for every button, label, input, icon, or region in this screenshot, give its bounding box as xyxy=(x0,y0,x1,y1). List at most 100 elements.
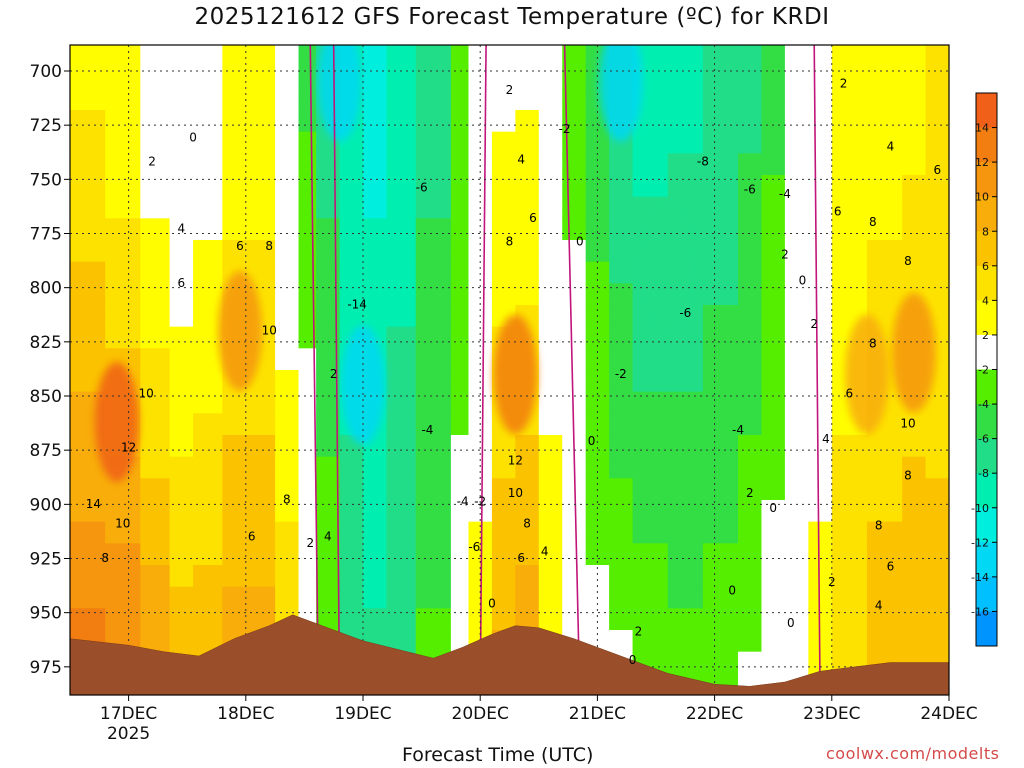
field-cell xyxy=(251,586,276,609)
field-cell xyxy=(738,66,763,89)
field-cell xyxy=(738,88,763,111)
field-cell xyxy=(585,240,610,263)
field-cell xyxy=(609,261,634,284)
field-cell xyxy=(222,110,253,133)
field-cell xyxy=(70,88,106,111)
field-cell xyxy=(450,153,470,176)
field-cell xyxy=(316,196,341,219)
field-cell xyxy=(491,565,516,588)
field-cell xyxy=(609,348,634,371)
field-cell xyxy=(761,175,786,198)
field-cell xyxy=(702,240,739,263)
field-cell xyxy=(784,586,809,609)
field-cell xyxy=(450,521,470,544)
field-cell xyxy=(386,153,417,176)
field-cell xyxy=(491,500,516,523)
field-cell xyxy=(450,348,470,371)
field-cell xyxy=(831,608,868,631)
colorbar-label: 10 xyxy=(975,191,989,204)
field-cell xyxy=(251,456,276,479)
field-cell xyxy=(251,478,276,501)
contour-label: 4 xyxy=(517,152,525,166)
field-cell xyxy=(702,565,739,588)
field-cell xyxy=(831,456,868,479)
contour-label: 0 xyxy=(488,597,496,611)
field-cell xyxy=(193,45,223,68)
field-cell xyxy=(169,348,194,371)
temperature-cell xyxy=(341,325,385,446)
contour-label: 8 xyxy=(101,551,109,565)
field-cell xyxy=(585,391,610,414)
field-cell xyxy=(386,218,417,241)
field-cell xyxy=(222,88,253,111)
temperature-cell xyxy=(217,271,262,391)
zero-isotherm xyxy=(332,45,341,695)
field-cell xyxy=(193,66,223,89)
field-cell xyxy=(702,66,739,89)
field-cell xyxy=(339,608,364,631)
field-cell xyxy=(902,110,927,133)
field-cell xyxy=(902,261,927,284)
field-cell xyxy=(169,240,194,263)
field-cell xyxy=(298,565,317,588)
field-cell xyxy=(105,586,141,609)
field-cell xyxy=(140,478,171,501)
field-cell xyxy=(761,543,786,566)
field-cell xyxy=(738,348,763,371)
field-cell xyxy=(105,66,141,89)
field-cell xyxy=(468,456,493,479)
contour-label: 10 xyxy=(900,417,915,431)
field-cell xyxy=(609,196,634,219)
field-cell xyxy=(902,413,927,436)
field-cell xyxy=(632,175,669,198)
field-cell xyxy=(140,153,171,176)
zero-isotherm xyxy=(309,45,320,695)
field-cell xyxy=(667,435,704,458)
field-cell xyxy=(831,521,868,544)
field-cell xyxy=(298,348,317,371)
contour-label: 6 xyxy=(834,204,842,218)
field-cell xyxy=(515,521,540,544)
field-cell xyxy=(468,240,493,263)
field-cell xyxy=(702,391,739,414)
field-cell xyxy=(70,175,106,198)
field-cell xyxy=(193,456,223,479)
field-cell xyxy=(140,370,171,393)
field-cell xyxy=(609,218,634,241)
field-cell xyxy=(784,630,809,653)
field-cell xyxy=(275,435,300,458)
field-cell xyxy=(538,500,563,523)
field-cell xyxy=(515,435,540,458)
contour-label: 6 xyxy=(933,163,941,177)
field-cell xyxy=(415,131,452,154)
field-cell xyxy=(667,521,704,544)
field-cell xyxy=(632,478,669,501)
field-cell xyxy=(339,175,364,198)
field-cell xyxy=(609,478,634,501)
colorbar-swatch xyxy=(976,369,997,405)
contour-label: 8 xyxy=(904,254,912,268)
field-cell xyxy=(784,370,809,393)
field-cell xyxy=(538,240,563,263)
field-cell xyxy=(538,478,563,501)
field-cell xyxy=(491,543,516,566)
field-cell xyxy=(193,153,223,176)
field-cell xyxy=(193,326,223,349)
colorbar-swatch xyxy=(976,231,997,267)
field-cell xyxy=(251,500,276,523)
contour-label: 4 xyxy=(178,222,186,236)
field-cell xyxy=(70,305,106,328)
field-cell xyxy=(831,543,868,566)
field-cell xyxy=(251,521,276,544)
field-cell xyxy=(275,110,300,133)
contour-label: 6 xyxy=(248,529,256,543)
source-credit[interactable]: coolwx.com/modelts xyxy=(826,744,1000,763)
field-cell xyxy=(609,565,634,588)
field-cell xyxy=(831,88,868,111)
colorbar-label: 2 xyxy=(982,329,989,342)
field-cell xyxy=(316,370,341,393)
field-cell xyxy=(667,131,704,154)
field-cell xyxy=(298,131,317,154)
field-cell xyxy=(386,565,417,588)
field-cell xyxy=(222,153,253,176)
